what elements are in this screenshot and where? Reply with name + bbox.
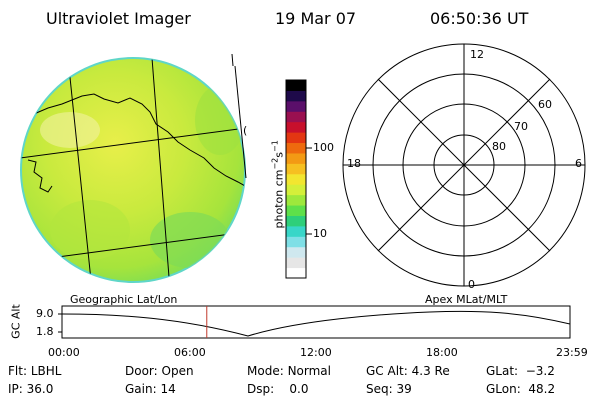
timeline-left-title: Geographic Lat/Lon (70, 293, 178, 306)
mlt-label-6: 6 (575, 157, 582, 170)
colorbar-band (286, 215, 306, 227)
colorbar-band (286, 173, 306, 185)
colorbar-band (286, 132, 306, 144)
timeline-xtick: 00:00 (48, 346, 80, 359)
image-time: 06:50:36 UT (430, 9, 529, 28)
colorbar-band (286, 163, 306, 175)
timeline-xtick: 23:59 (556, 346, 588, 359)
lat-label-70: 70 (514, 120, 528, 133)
mlt-label-18: 18 (347, 157, 361, 170)
status-door: Door: Open (125, 364, 194, 378)
colorbar-band (286, 225, 306, 237)
lat-label-80: 80 (492, 140, 506, 153)
status-glat: GLat: −3.2 (486, 364, 555, 378)
mlt-label-12: 12 (470, 48, 484, 61)
colorbar-band (286, 267, 306, 279)
timeline-ytick-bottom: 1.8 (36, 325, 54, 338)
colorbar-tick-100: 100 (313, 141, 334, 154)
colorbar-band (286, 100, 306, 112)
uv-image-disk (20, 53, 247, 283)
colorbar-band (286, 246, 306, 258)
status-seq: Seq: 39 (366, 382, 412, 396)
image-date: 19 Mar 07 (275, 9, 357, 28)
instrument-title: Ultraviolet Imager (46, 9, 191, 28)
mlt-label-0: 0 (468, 278, 475, 291)
status-gain: Gain: 14 (125, 382, 176, 396)
status-gc-alt: GC Alt: 4.3 Re (366, 364, 450, 378)
status-filter: Flt: LBHL (8, 364, 62, 378)
colorbar-band (286, 152, 306, 164)
coastline-overlay (21, 93, 245, 193)
polar-grid (342, 43, 586, 287)
timeline-right-title: Apex MLat/MLT (425, 293, 508, 306)
timeline-xtick: 18:00 (426, 346, 458, 359)
colorbar-band (286, 205, 306, 216)
timeline-axis-label: GC Alt (9, 304, 23, 339)
status-ip: IP: 36.0 (8, 382, 54, 396)
status-glon: GLon: 48.2 (486, 382, 556, 396)
colorbar-band (286, 184, 306, 196)
colorbar-band (286, 121, 306, 133)
timeline-xtick: 06:00 (174, 346, 206, 359)
colorbar-band (286, 142, 306, 154)
colorbar-tick-10: 10 (313, 227, 327, 240)
colorbar-band (286, 194, 306, 206)
colorbar-band (286, 236, 306, 248)
timeline-xtick: 12:00 (300, 346, 332, 359)
colorbar-unit-label: photon cm−2s−1 (270, 140, 286, 229)
lat-label-60: 60 (538, 98, 552, 111)
colorbar-band (286, 111, 306, 123)
colorbar-band (286, 257, 306, 269)
timeline-ytick-top: 9.0 (36, 307, 54, 320)
colorbar-band (286, 80, 306, 91)
timeline-plot (58, 305, 571, 339)
colorbar-band (286, 90, 306, 102)
globe-edge-marker: ( (243, 124, 248, 137)
status-dsp: Dsp: 0.0 (247, 382, 309, 396)
color-scale-bar (286, 80, 306, 279)
status-mode: Mode: Normal (247, 364, 331, 378)
